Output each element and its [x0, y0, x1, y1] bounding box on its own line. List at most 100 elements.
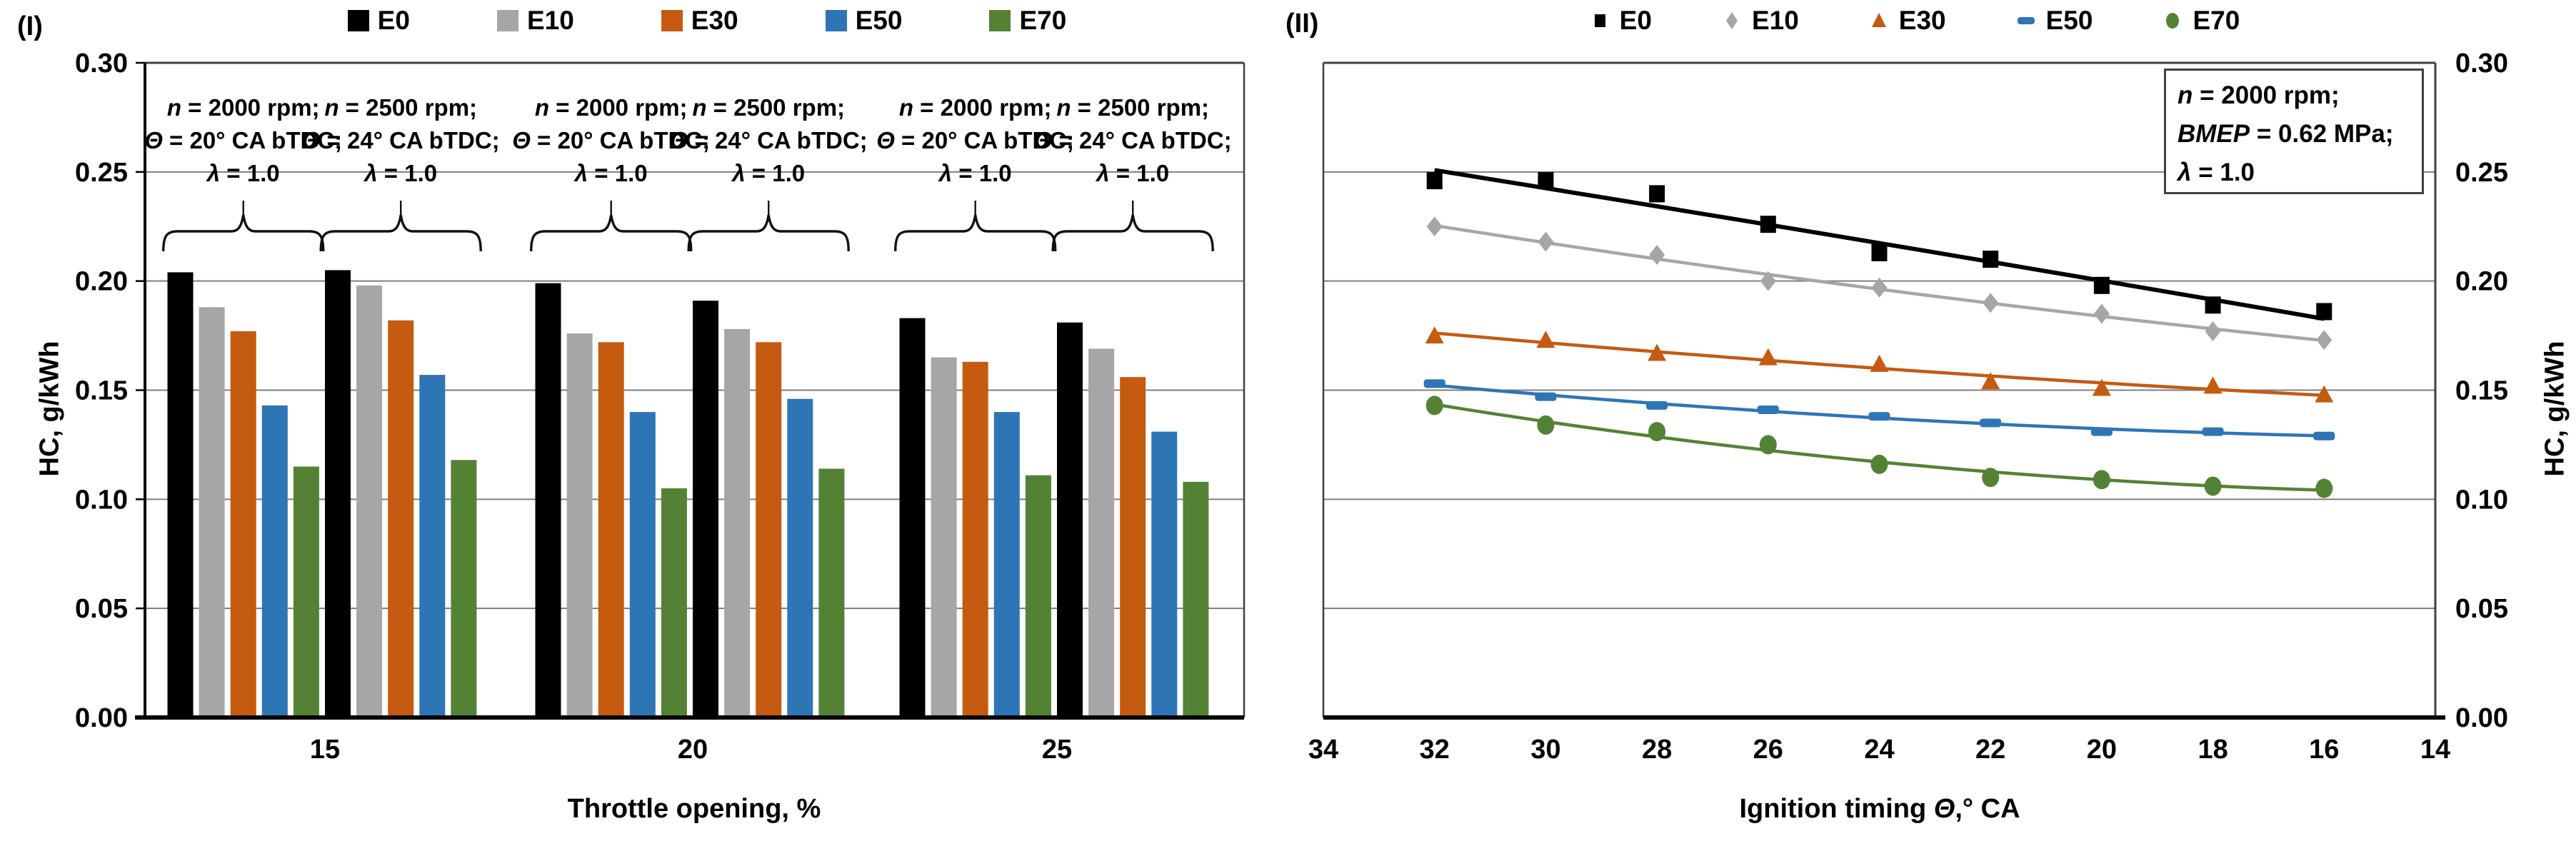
x-tick-label: 30 [1530, 735, 1560, 765]
legend-label-E50: E50 [2045, 6, 2093, 35]
bar-group-annotation-3: n = 2000 rpm; Θ = 20° CA bTDC; λ = 1.0 [490, 91, 733, 190]
data-point-E50 [2202, 427, 2224, 436]
annotation-speed: n = 2000 rpm; [166, 94, 320, 121]
info-line-speed: n = 2000 rpm; [2177, 81, 2340, 109]
bar-E50-group6 [1151, 431, 1178, 717]
bar-E30-group3 [598, 342, 624, 717]
annotation-speed: n = 2500 rpm; [1056, 94, 1210, 121]
data-point-E70 [1537, 415, 1555, 435]
data-point-E0 [2205, 296, 2221, 314]
data-point-E10 [1983, 293, 1999, 313]
y-tick-label: 0.10 [2455, 485, 2508, 515]
bar-E50-group3 [629, 412, 656, 717]
bar-E0-group1 [167, 272, 194, 717]
x-tick-label: 22 [1975, 735, 2005, 765]
info-line-lambda: λ = 1.0 [2177, 158, 2255, 186]
data-point-E70 [1982, 468, 2000, 488]
x-tick-label: 24 [1864, 735, 1894, 765]
data-point-E70 [1870, 454, 1888, 474]
data-point-E50 [1423, 379, 1445, 388]
annotation-timing: Θ = 24° CA bTDC; [669, 127, 868, 153]
data-point-E10 [1426, 216, 1443, 237]
data-point-E30 [1870, 354, 1889, 372]
data-point-E70 [1759, 435, 1777, 455]
bar-E30-group2 [388, 320, 414, 717]
bar-E10-group2 [356, 285, 383, 717]
annotation-lambda: λ = 1.0 [732, 160, 806, 186]
y-tick-label: 0.00 [2455, 703, 2508, 733]
data-point-E50 [1868, 412, 1890, 421]
x-tick-label: 20 [2087, 735, 2117, 765]
bar-E30-group5 [962, 361, 988, 717]
legend-item-E30: E30 [1868, 6, 1946, 36]
bar-group-annotation-6: n = 2500 rpm; Θ = 24° CA bTDC; λ = 1.0 [1011, 91, 1254, 190]
legend-item-E70: E70 [989, 6, 1066, 36]
data-point-E50 [2313, 431, 2335, 440]
data-point-E50 [2090, 427, 2113, 436]
bar-E50-group2 [419, 375, 446, 717]
data-point-E30 [1758, 348, 1778, 366]
annotation-timing: Θ = 20° CA bTDC; [512, 127, 711, 153]
data-point-E70 [2315, 478, 2333, 498]
data-point-E50 [1535, 392, 1557, 401]
legend-label-E50: E50 [855, 6, 903, 35]
legend-swatch-E50 [825, 10, 847, 31]
legend-item-E10: E10 [496, 6, 574, 36]
x-tick-label: 28 [1642, 735, 1672, 765]
bar-E10-group6 [1088, 348, 1115, 717]
annotation-lambda: λ = 1.0 [574, 160, 648, 186]
bar-E50-group5 [993, 412, 1020, 717]
x-tick-label: 26 [1753, 735, 1783, 765]
group-brace [319, 214, 482, 252]
legend-marker-E50 [2017, 17, 2035, 24]
data-point-E50 [1646, 401, 1668, 410]
data-point-E0 [2316, 303, 2332, 321]
annotation-timing: Θ = 24° CA bTDC; [1033, 127, 1232, 153]
data-point-E10 [1760, 271, 1776, 291]
legend-item-E0: E0 [1588, 6, 1652, 36]
bar-E10-group3 [566, 333, 593, 717]
legend-item-E0: E0 [347, 6, 410, 36]
legend-marker-E0 [1594, 14, 1605, 27]
data-point-E10 [2205, 321, 2221, 341]
data-point-E30 [2203, 376, 2222, 394]
group-brace [530, 214, 693, 252]
annotation-speed: n = 2500 rpm; [324, 94, 478, 121]
data-point-E30 [2315, 385, 2334, 403]
conditions-info-box: n = 2000 rpm; BMEP = 0.62 MPa; λ = 1.0 [2164, 69, 2424, 194]
data-point-E0 [1760, 216, 1776, 233]
legend-label-E10: E10 [1751, 6, 1799, 35]
bar-E10-group5 [931, 357, 957, 717]
bar-E70-group2 [451, 460, 477, 717]
bar-E50-group4 [787, 398, 813, 717]
data-point-E10 [2093, 303, 2110, 324]
info-line-bmep: BMEP = 0.62 MPa; [2177, 120, 2394, 148]
x-tick-label: 16 [2309, 735, 2339, 765]
y-tick-label: 0.25 [75, 158, 128, 188]
data-point-E70 [1425, 396, 1443, 416]
bar-E0-group2 [325, 270, 351, 717]
legend-swatch-E10 [496, 10, 518, 31]
bar-E30-group4 [756, 342, 782, 717]
legend-label-E30: E30 [691, 6, 738, 35]
bar-E0-group6 [1057, 322, 1083, 717]
y-tick-label: 0.20 [2455, 267, 2508, 297]
trend-line-E50 [1434, 383, 2325, 438]
legend-marker-E30 [1871, 13, 1886, 27]
data-point-E0 [1983, 251, 1999, 268]
x-tick-label: 25 [1042, 735, 1072, 765]
bar-E30-group1 [230, 331, 256, 717]
data-point-E0 [1871, 243, 1888, 261]
data-point-E30 [2092, 378, 2111, 396]
legend-label-E0: E0 [1619, 6, 1652, 35]
bar-E30-group6 [1120, 377, 1146, 717]
data-point-E70 [2093, 470, 2110, 490]
data-point-E0 [2093, 276, 2110, 294]
x-tick-label: 18 [2197, 735, 2227, 765]
data-point-E10 [1538, 231, 1554, 252]
bar-E0-group3 [535, 283, 561, 717]
bar-group-annotation-1: n = 2000 rpm; Θ = 20° CA bTDC; λ = 1.0 [122, 91, 365, 190]
annotation-timing: Θ = 24° CA bTDC; [301, 127, 500, 153]
